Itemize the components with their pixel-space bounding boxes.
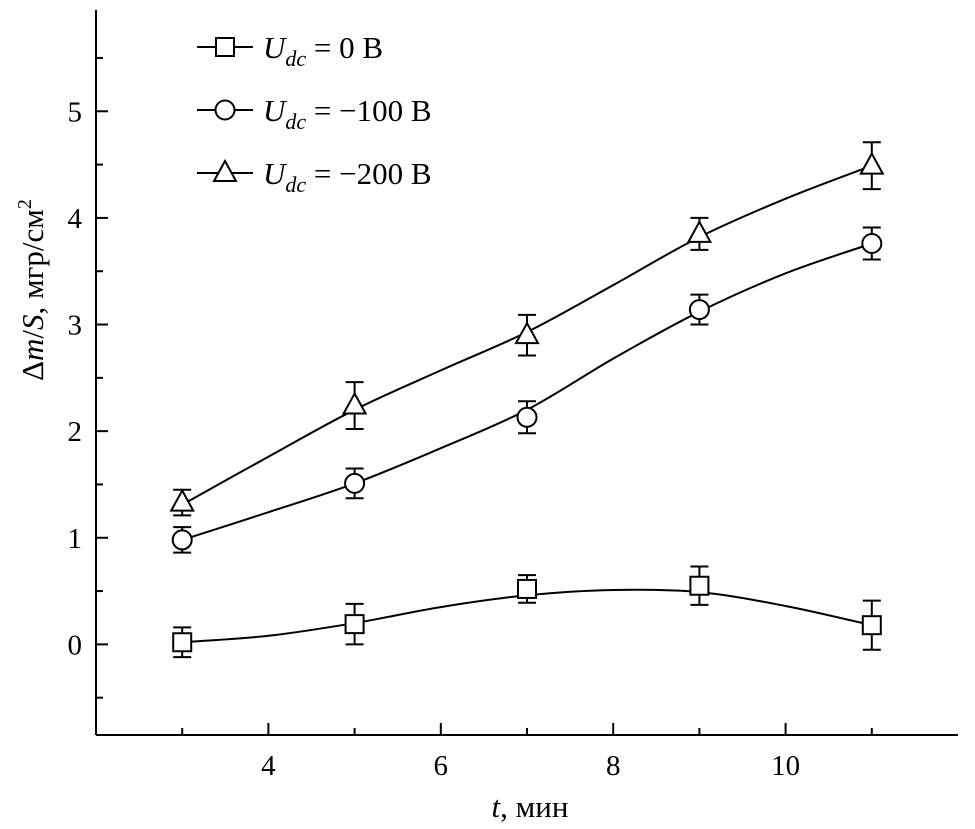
marker-circle [516, 406, 538, 428]
data-point-square [517, 574, 537, 604]
marker-circle [688, 299, 710, 321]
legend-label-subscript: dc [285, 109, 306, 134]
y-axis-unit-superscript: 2 [14, 199, 36, 209]
ticks: 4 6 8 10 0 1 2 3 4 5 [68, 56, 873, 782]
legend-label-var: U [263, 156, 288, 191]
marker-triangle [514, 321, 540, 345]
y-tick-label: 5 [68, 96, 83, 128]
x-axis-title: t, мин [492, 789, 569, 824]
x-tick-label: 6 [434, 750, 449, 782]
data-point-circle [861, 226, 883, 261]
data-point-circle [344, 467, 366, 500]
markers [169, 141, 885, 659]
marker-square [344, 614, 365, 635]
marker-circle [171, 529, 193, 551]
x-axis-variable: t [492, 789, 502, 824]
legend-label-value: = −100 В [306, 93, 431, 128]
y-axis-delta: Δ [15, 361, 50, 381]
data-point-triangle [169, 488, 195, 517]
y-axis-s: S [15, 314, 50, 330]
legend-label-value: = 0 В [306, 30, 383, 65]
x-axis-unit: , мин [500, 789, 568, 824]
marker-triangle [859, 151, 885, 175]
y-tick-label: 3 [68, 310, 83, 342]
data-point-circle [516, 400, 538, 435]
y-axis-m: m [15, 339, 50, 361]
y-tick-label: 2 [68, 416, 83, 448]
legend-item-circle: Udc = −100 В [197, 93, 432, 134]
legend-label: Udc = −200 В [263, 156, 432, 197]
data-point-square [172, 626, 193, 659]
data-point-circle [688, 293, 710, 326]
data-point-triangle [859, 141, 885, 191]
legend-marker-triangle [212, 158, 238, 182]
legend-label-var: U [263, 93, 288, 128]
marker-square [517, 578, 537, 599]
legend-label-value: = −200 В [306, 156, 431, 191]
x-tick-label: 4 [261, 750, 276, 782]
marker-circle [861, 232, 883, 254]
marker-square [861, 615, 882, 636]
legend-label: Udc = 0 В [263, 30, 383, 71]
legend-marker-circle [214, 99, 236, 121]
y-axis-unit: , мгр/см [15, 209, 50, 314]
legend-label-subscript: dc [285, 172, 306, 197]
legend-label-var: U [263, 30, 288, 65]
y-tick-label: 0 [68, 629, 83, 661]
data-point-triangle [514, 313, 540, 357]
marker-square [689, 575, 710, 596]
legend-item-square: Udc = 0 В [197, 30, 383, 71]
series-circle-curve [181, 242, 873, 541]
y-tick-label: 1 [68, 523, 83, 555]
y-axis-title: Δm/S, мгр/см2 [14, 199, 50, 381]
legend-item-triangle: Udc = −200 В [197, 156, 432, 197]
legend-label: Udc = −100 В [263, 93, 432, 134]
marker-triangle [341, 391, 368, 415]
data-point-circle [171, 526, 193, 554]
legend-label-subscript: dc [285, 46, 306, 71]
marker-circle [344, 472, 366, 494]
y-tick-label: 4 [68, 203, 83, 235]
marker-triangle [169, 488, 195, 512]
data-point-square [861, 599, 882, 651]
legend-marker-square [215, 37, 235, 57]
data-point-square [689, 565, 710, 606]
x-tick-label: 10 [771, 750, 800, 782]
data-point-square [344, 602, 365, 646]
marker-square [172, 632, 193, 653]
x-tick-label: 8 [606, 750, 621, 782]
data-point-triangle [686, 216, 713, 251]
y-axis-slash: / [15, 330, 50, 339]
marker-triangle [686, 219, 713, 243]
data-point-triangle [341, 381, 368, 431]
